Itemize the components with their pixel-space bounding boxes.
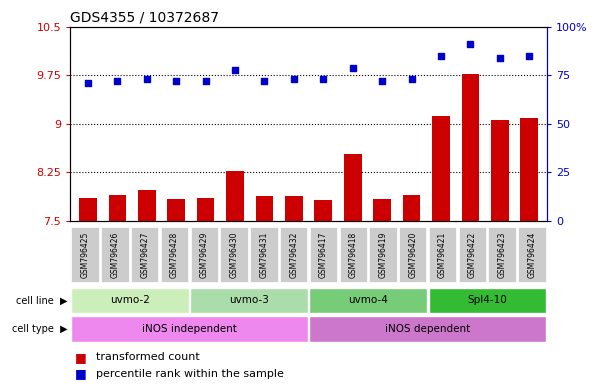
- Text: ■: ■: [75, 351, 87, 364]
- Bar: [432, 116, 450, 221]
- Bar: [167, 199, 185, 221]
- Bar: [138, 190, 156, 221]
- Point: [436, 53, 446, 59]
- Bar: [373, 199, 391, 221]
- Point: [289, 76, 299, 82]
- Text: GSM796419: GSM796419: [379, 231, 387, 278]
- Text: GSM796424: GSM796424: [527, 231, 536, 278]
- Bar: [190, 288, 308, 313]
- Text: GSM796427: GSM796427: [141, 231, 149, 278]
- Text: GSM796432: GSM796432: [289, 231, 298, 278]
- Bar: [255, 196, 273, 221]
- Bar: [71, 288, 189, 313]
- Text: percentile rank within the sample: percentile rank within the sample: [97, 369, 284, 379]
- Bar: [521, 118, 538, 221]
- Text: GSM796423: GSM796423: [498, 231, 507, 278]
- Bar: [491, 120, 508, 221]
- Point: [200, 78, 210, 84]
- Text: GDS4355 / 10372687: GDS4355 / 10372687: [70, 10, 219, 24]
- Text: transformed count: transformed count: [97, 352, 200, 362]
- Text: uvmo-3: uvmo-3: [229, 295, 269, 306]
- Bar: [71, 316, 308, 342]
- Point: [142, 76, 152, 82]
- Point: [348, 65, 357, 71]
- Bar: [403, 195, 420, 221]
- Bar: [309, 316, 546, 342]
- Point: [524, 53, 534, 59]
- Text: GSM796426: GSM796426: [111, 231, 119, 278]
- Point: [171, 78, 181, 84]
- Point: [495, 55, 505, 61]
- Text: GSM796417: GSM796417: [319, 231, 328, 278]
- Point: [466, 41, 475, 47]
- Bar: [79, 198, 97, 221]
- Text: ■: ■: [75, 367, 87, 381]
- Point: [230, 66, 240, 73]
- Text: GSM796428: GSM796428: [170, 231, 179, 278]
- Bar: [285, 196, 302, 221]
- Point: [112, 78, 122, 84]
- Text: GSM796421: GSM796421: [438, 231, 447, 278]
- Text: GSM796430: GSM796430: [230, 231, 238, 278]
- Bar: [309, 288, 427, 313]
- Bar: [461, 74, 479, 221]
- Point: [260, 78, 269, 84]
- Text: uvmo-4: uvmo-4: [348, 295, 388, 306]
- Text: GSM796420: GSM796420: [408, 231, 417, 278]
- Point: [407, 76, 417, 82]
- Bar: [344, 154, 362, 221]
- Text: GSM796422: GSM796422: [468, 231, 477, 278]
- Point: [318, 76, 328, 82]
- Bar: [428, 288, 546, 313]
- Text: Spl4-10: Spl4-10: [467, 295, 507, 306]
- Text: iNOS independent: iNOS independent: [142, 324, 237, 334]
- Bar: [109, 195, 126, 221]
- Text: cell line  ▶: cell line ▶: [16, 295, 67, 306]
- Text: GSM796418: GSM796418: [349, 231, 357, 278]
- Text: cell type  ▶: cell type ▶: [12, 324, 67, 334]
- Text: GSM796431: GSM796431: [260, 231, 268, 278]
- Point: [377, 78, 387, 84]
- Text: iNOS dependent: iNOS dependent: [385, 324, 470, 334]
- Bar: [226, 171, 244, 221]
- Text: GSM796425: GSM796425: [81, 231, 90, 278]
- Point: [83, 80, 93, 86]
- Text: uvmo-2: uvmo-2: [110, 295, 150, 306]
- Bar: [197, 197, 214, 221]
- Bar: [315, 200, 332, 221]
- Text: GSM796429: GSM796429: [200, 231, 209, 278]
